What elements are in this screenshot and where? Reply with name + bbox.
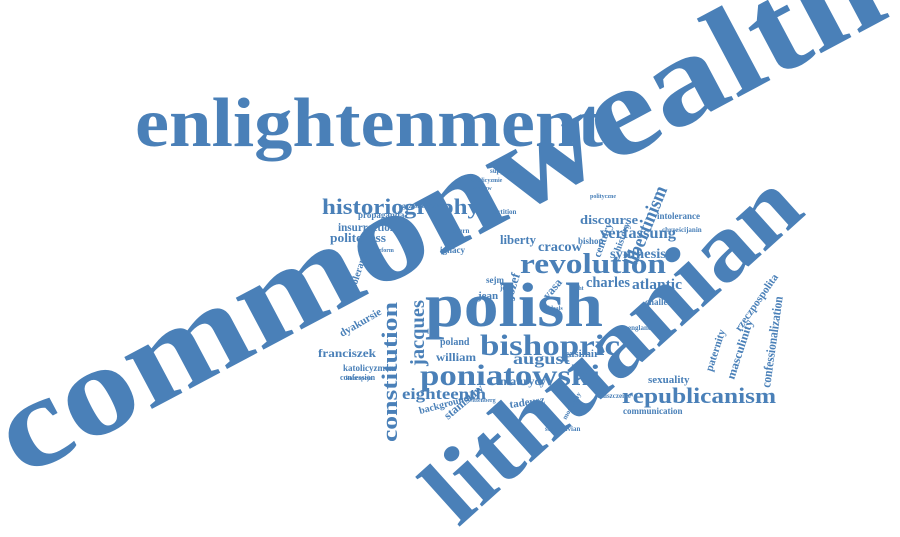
word: casimir: [564, 348, 599, 360]
word: propaganda: [358, 210, 405, 220]
word: franciszek: [318, 346, 376, 360]
word: wittenberg: [468, 398, 496, 404]
word: maurycy: [500, 374, 546, 388]
word: revolution: [520, 249, 666, 280]
word: enlightenment: [135, 85, 603, 162]
word: bishopric: [480, 329, 620, 362]
word: sexuality: [648, 374, 690, 386]
word: light: [572, 286, 584, 292]
word: confession: [340, 373, 376, 382]
word: challenge: [645, 297, 681, 307]
word: stanislavian: [545, 425, 581, 433]
word: william: [436, 350, 476, 364]
word: paternity: [703, 327, 728, 372]
word: synthesis: [610, 247, 667, 262]
word: historiography: [322, 194, 480, 219]
word: charles: [586, 275, 630, 291]
word: poland: [440, 337, 470, 348]
word: confessionalization: [758, 295, 786, 389]
word: koncepcja: [346, 376, 372, 382]
word: ignacy: [440, 245, 466, 255]
word: constitution: [377, 302, 402, 442]
word: poniatowski: [420, 359, 600, 392]
word: reform: [376, 248, 394, 254]
word: suppression: [490, 167, 525, 175]
word: atlantic: [632, 277, 682, 293]
word: bishop: [578, 236, 604, 246]
word: tadeusz: [509, 394, 546, 411]
word: warsaw: [472, 186, 492, 192]
word: intolerance: [657, 211, 700, 221]
word: jacques: [407, 300, 429, 367]
word: grześkowiak: [402, 202, 439, 210]
word: insurrection: [338, 220, 396, 234]
word: partition: [490, 208, 517, 216]
word: discourse: [580, 212, 638, 227]
word: england: [628, 324, 652, 332]
word: modern: [446, 227, 469, 235]
word: august: [513, 351, 571, 368]
word: eighteenth: [402, 386, 486, 403]
word: katolicyzmem: [343, 363, 397, 373]
word: john: [499, 284, 514, 292]
word: republicanism: [622, 383, 776, 408]
word: sejm: [486, 275, 504, 285]
word: chrześcijanin: [662, 226, 702, 234]
word: politeness: [330, 230, 386, 245]
word: polityczne: [590, 194, 616, 200]
word: polish: [425, 272, 603, 340]
word: ideals: [548, 306, 563, 312]
word: katolicyzmie: [470, 178, 503, 184]
word: verfassung: [600, 225, 676, 242]
word: cracow: [538, 240, 583, 255]
word: jean: [477, 290, 498, 302]
word: zniszczenie: [598, 392, 631, 400]
word: communication: [623, 406, 683, 416]
word: liberty: [500, 232, 536, 247]
